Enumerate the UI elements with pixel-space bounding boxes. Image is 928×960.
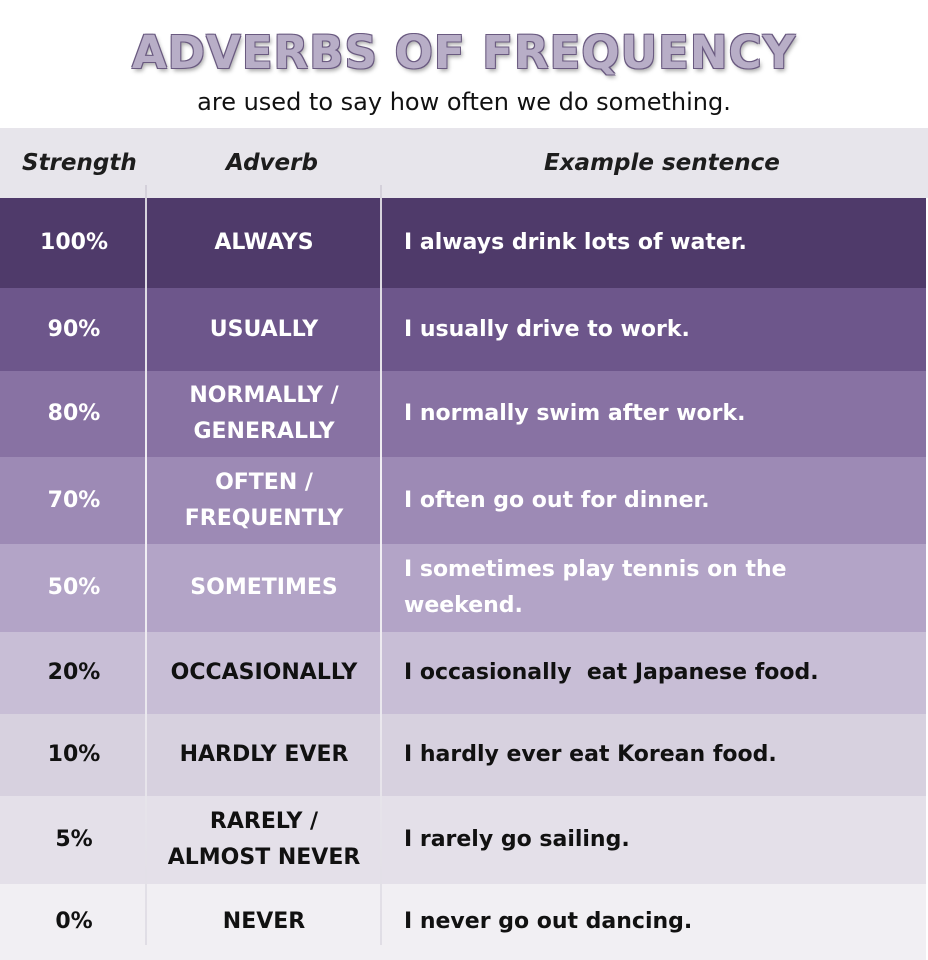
strength-cell: 20%: [47, 660, 101, 685]
example-cell: I normally swim after work.: [404, 401, 746, 426]
adverb-cell: OFTEN / FREQUENTLY: [184, 469, 344, 531]
column-divider: [380, 185, 382, 945]
table-row: 10% HARDLY EVER I hardly ever eat Korean…: [0, 714, 928, 796]
table-header: Strength Adverb Example sentence: [0, 128, 928, 198]
table-row: 0% NEVER I never go out dancing.: [0, 884, 928, 960]
table-row: 50% SOMETIMES I sometimes play tennis on…: [0, 544, 928, 632]
example-cell: I always drink lots of water.: [404, 230, 747, 255]
row-band: [0, 796, 926, 884]
table-row: 70% OFTEN / FREQUENTLY I often go out fo…: [0, 457, 928, 544]
example-cell: I often go out for dinner.: [404, 487, 710, 513]
strength-cell: 0%: [55, 909, 93, 934]
header-strength: Strength: [22, 150, 137, 176]
column-divider: [145, 185, 147, 945]
table-row: 20% OCCASIONALLY I occasionally eat Japa…: [0, 632, 928, 714]
adverb-cell: NEVER: [222, 909, 306, 934]
page-title: ADVERBS OF FREQUENCY: [131, 26, 797, 79]
adverb-cell: USUALLY: [209, 316, 319, 342]
table-row: 80% NORMALLY / GENERALLY I normally swim…: [0, 371, 928, 457]
strength-cell: 100%: [40, 230, 108, 255]
row-band: [0, 457, 926, 544]
row-band: [0, 371, 926, 457]
row-band: [0, 714, 926, 796]
strength-cell: 80%: [47, 401, 101, 426]
header-adverb: Adverb: [226, 150, 318, 176]
row-band: [0, 198, 926, 288]
example-cell: I occasionally eat Japanese food.: [404, 660, 819, 685]
table-row: 5% RARELY / ALMOST NEVER I rarely go sai…: [0, 796, 928, 884]
example-cell: I sometimes play tennis on the weekend.: [404, 557, 787, 618]
adverb-cell: OCCASIONALLY: [170, 660, 358, 685]
example-cell: I hardly ever eat Korean food.: [404, 742, 777, 767]
table-row: 100% ALWAYS I always drink lots of water…: [0, 198, 928, 288]
example-cell: I usually drive to work.: [404, 316, 690, 342]
title-area: ADVERBS OF FREQUENCY are used to say how…: [0, 0, 928, 128]
page-subtitle: are used to say how often we do somethin…: [197, 88, 731, 116]
adverb-cell: HARDLY EVER: [179, 742, 349, 767]
header-example: Example sentence: [544, 150, 780, 176]
strength-cell: 70%: [47, 487, 101, 513]
adverb-cell: ALWAYS: [214, 230, 314, 255]
strength-cell: 10%: [47, 742, 101, 767]
strength-cell: 5%: [55, 827, 93, 852]
strength-cell: 90%: [47, 316, 101, 342]
row-band: [0, 544, 926, 632]
row-band: [0, 884, 926, 960]
strength-cell: 50%: [47, 575, 101, 600]
adverb-cell: RARELY / ALMOST NEVER: [167, 809, 361, 870]
adverb-cell: NORMALLY / GENERALLY: [189, 383, 339, 444]
row-band: [0, 288, 926, 371]
example-cell: I never go out dancing.: [404, 909, 693, 934]
row-band: [0, 632, 926, 714]
adverb-cell: SOMETIMES: [190, 575, 338, 600]
table-row: 90% USUALLY I usually drive to work.: [0, 288, 928, 371]
example-cell: I rarely go sailing.: [404, 827, 630, 852]
